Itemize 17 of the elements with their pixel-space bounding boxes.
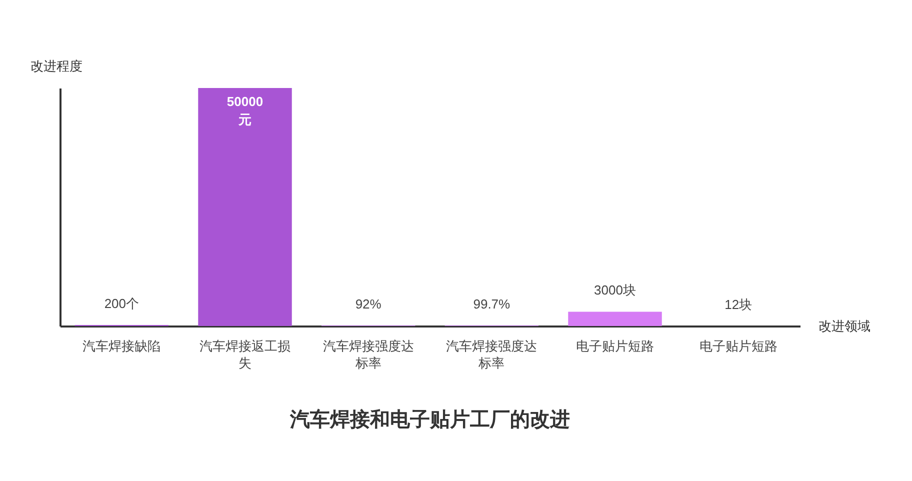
data-label: 200个	[104, 296, 140, 312]
data-label: 92%	[355, 296, 382, 312]
data-label: 3000块	[594, 282, 636, 298]
text: 汽车焊接和电子贴片工厂的改进	[289, 408, 570, 431]
x-tick-label: 汽车焊接强度达标率	[446, 338, 538, 370]
y-axis-title: 改进程度	[30, 58, 82, 74]
data-label: 12块	[724, 296, 752, 312]
x-tick-label: 汽车焊接返工损失	[200, 338, 290, 370]
x-tick-label: 电子贴片短路	[576, 338, 654, 354]
bar	[568, 312, 662, 326]
data-label: 99.7%	[473, 296, 511, 312]
x-tick-label: 汽车焊接缺陷	[82, 338, 161, 354]
x-tick-label: 汽车焊接强度达标率	[322, 338, 414, 370]
bar	[198, 88, 292, 326]
x-axis-title: 改进领域	[818, 318, 870, 334]
x-tick-label: 电子贴片短路	[699, 338, 778, 354]
data-label: 50000元	[226, 94, 264, 127]
